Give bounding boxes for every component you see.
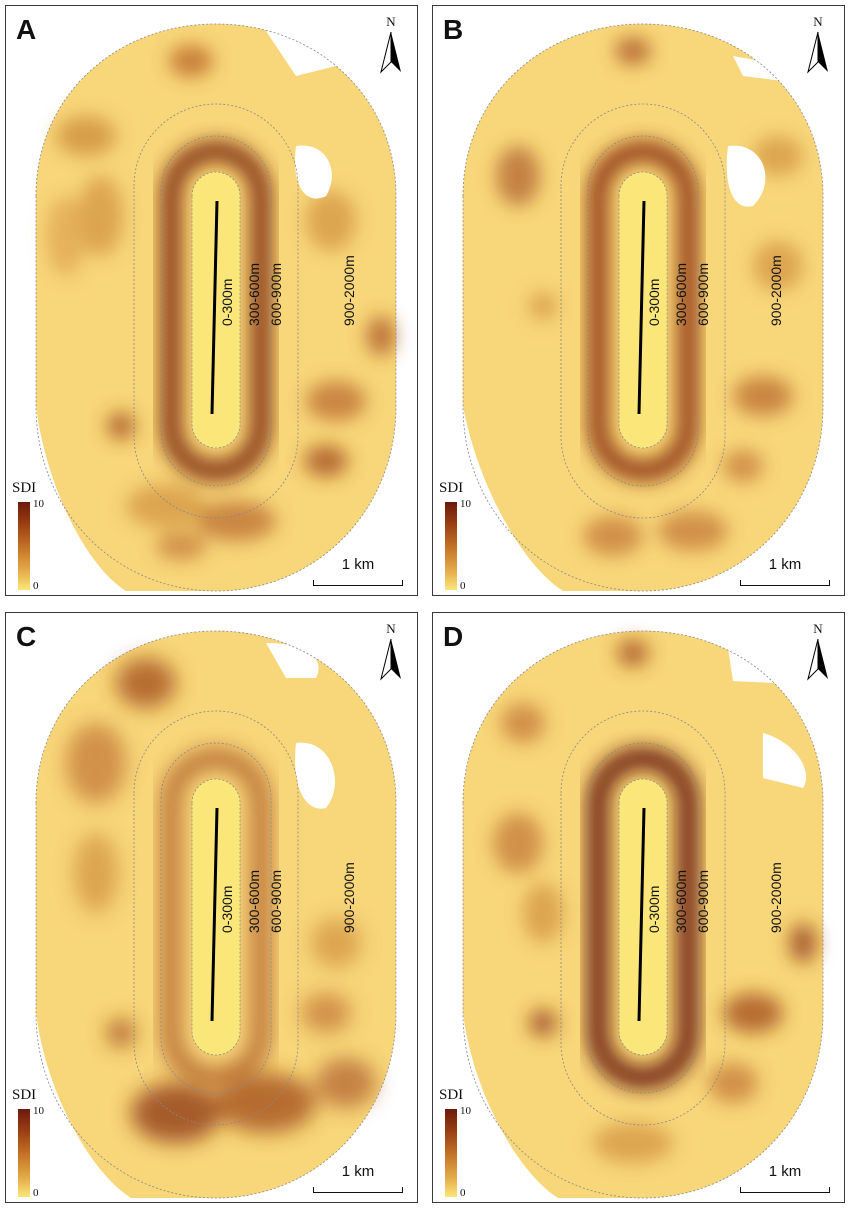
zone-0-300 xyxy=(191,778,241,1056)
legend-title: SDI xyxy=(12,480,37,496)
north-arrow-icon: N xyxy=(804,621,832,683)
road-line xyxy=(637,200,646,415)
sdi-heatmap-d xyxy=(462,630,824,1199)
panel-label: B xyxy=(443,14,464,45)
white-gap xyxy=(266,643,319,678)
legend-min: 0 xyxy=(33,580,39,592)
zone-label: 0-300m xyxy=(219,278,235,326)
zone-label: 300-600m xyxy=(673,869,689,933)
zone-0-300 xyxy=(618,778,668,1056)
scale-label: 1 km xyxy=(341,556,375,573)
sdi-hotspots xyxy=(66,658,376,1143)
zone-label: 600-900m xyxy=(695,869,711,933)
legend-colorbar xyxy=(18,502,30,590)
zone-boundary-900 xyxy=(560,710,726,1126)
north-label: N xyxy=(813,621,823,636)
scale-bar xyxy=(740,1187,830,1193)
scale-label: 1 km xyxy=(341,1163,375,1180)
scale-label: 1 km xyxy=(768,1163,802,1180)
zone-boundary-600 xyxy=(587,742,699,1094)
white-gap xyxy=(266,31,338,76)
legend-max: 10 xyxy=(33,498,44,510)
legend-title: SDI xyxy=(439,1087,464,1103)
legend-colorbar xyxy=(445,1109,457,1197)
panel-label: C xyxy=(16,621,37,652)
white-gap xyxy=(763,733,807,788)
legend-min: 0 xyxy=(460,1187,466,1199)
zone-boundary-2000 xyxy=(462,630,824,1199)
north-label: N xyxy=(386,621,396,636)
white-gap xyxy=(295,145,332,199)
zone-label: 600-900m xyxy=(268,262,284,326)
zone-0-300 xyxy=(618,171,668,449)
legend-max: 10 xyxy=(460,498,471,510)
north-arrow-icon: N xyxy=(804,14,832,76)
zone-boundary-900 xyxy=(560,103,726,519)
sdi-hotspots xyxy=(496,37,803,556)
legend-colorbar xyxy=(18,1109,30,1197)
zone-boundary-2000 xyxy=(35,630,397,1199)
sdi-heatmap-a xyxy=(35,23,397,592)
panel-label: D xyxy=(443,621,464,652)
zone-label: 900-2000m xyxy=(768,862,784,933)
white-gap xyxy=(728,647,776,683)
zone-boundary-2000 xyxy=(35,23,397,592)
zone-boundary-600 xyxy=(160,135,272,487)
north-arrow-icon: N xyxy=(377,14,405,76)
zone-boundary-900 xyxy=(133,710,299,1126)
zone-label: 0-300m xyxy=(646,278,662,326)
zone-label: 300-600m xyxy=(246,869,262,933)
scale-label: 1 km xyxy=(768,556,802,573)
zone-label: 0-300m xyxy=(219,885,235,933)
map-panel-d: D N 0-300m 300-600m 600-900m 900-2000m S… xyxy=(432,612,845,1203)
panel-label: A xyxy=(16,14,37,45)
map-panel-c: C N 0-300m 300-600m 600-900m 900-2000m S… xyxy=(5,612,418,1203)
zone-boundary-600 xyxy=(587,135,699,487)
white-gap xyxy=(733,56,784,81)
zone-300-600-band xyxy=(587,140,699,482)
legend-title: SDI xyxy=(439,480,464,496)
zone-label: 600-900m xyxy=(695,262,711,326)
map-panel-b: B N 0-300m 300-600m 600-900m 900-2000m S… xyxy=(432,5,845,596)
road-line xyxy=(210,807,219,1022)
zone-0-300 xyxy=(191,171,241,449)
zone-300-600-band xyxy=(586,746,700,1090)
sdi-heatmap-c xyxy=(35,630,397,1199)
scale-bar xyxy=(313,580,403,586)
zone-label: 0-300m xyxy=(646,885,662,933)
legend-min: 0 xyxy=(460,580,466,592)
zone-boundary-600 xyxy=(160,742,272,1094)
scale-bar xyxy=(313,1187,403,1193)
map-panel-a: A N 0-300m 300-600m 600-900m 900-2000m S… xyxy=(5,5,418,596)
zone-boundary-2000 xyxy=(462,23,824,592)
zone-label: 900-2000m xyxy=(341,255,357,326)
road-line xyxy=(637,807,646,1022)
north-label: N xyxy=(813,14,823,29)
scale-bar xyxy=(740,580,830,586)
zone-300-600-band xyxy=(161,748,271,1088)
zone-boundary-900 xyxy=(133,103,299,519)
zone-label: 600-900m xyxy=(268,869,284,933)
legend-max: 10 xyxy=(460,1105,471,1117)
zone-label: 300-600m xyxy=(673,262,689,326)
sdi-hotspots xyxy=(493,639,817,1163)
legend-title: SDI xyxy=(12,1087,37,1103)
zone-300-600-band xyxy=(160,140,272,482)
white-gap xyxy=(726,145,766,207)
north-arrow-icon: N xyxy=(377,621,405,683)
north-label: N xyxy=(386,14,396,29)
legend-max: 10 xyxy=(33,1105,44,1117)
sdi-heatmap-b xyxy=(462,23,824,592)
zone-label: 900-2000m xyxy=(341,862,357,933)
white-gap xyxy=(295,742,335,809)
zone-label: 300-600m xyxy=(246,262,262,326)
zone-label: 900-2000m xyxy=(768,255,784,326)
legend-min: 0 xyxy=(33,1187,39,1199)
road-line xyxy=(210,200,219,415)
legend-colorbar xyxy=(445,502,457,590)
sdi-hotspots xyxy=(46,45,395,560)
